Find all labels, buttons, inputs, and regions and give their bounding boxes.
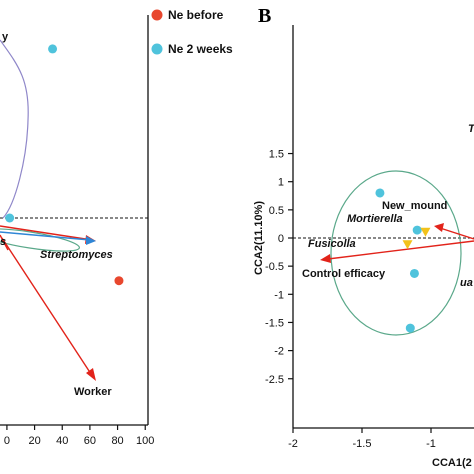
- label-mortierella: Mortierella: [347, 213, 403, 225]
- left-ellipse-green: [0, 228, 81, 252]
- label-streptomyces: Streptomyces: [40, 249, 113, 261]
- arrow-blue-head: [86, 236, 96, 245]
- legend-label-ne-2-weeks: Ne 2 weeks: [168, 42, 233, 56]
- left-x-tick-label: 60: [84, 435, 96, 447]
- right-y-tick-label: -1: [274, 289, 284, 301]
- left-points: [5, 44, 124, 286]
- label-edge-top: y: [2, 31, 9, 43]
- right-y-tick-label: -0.5: [265, 261, 284, 273]
- label-new-mound: New_mound: [382, 200, 447, 212]
- left-data-point: [114, 276, 124, 286]
- panel-right: B 1.510.50-0.5-1-1.5-2-2.5 -2-1.5-1-0.5 …: [253, 5, 474, 469]
- left-data-point: [5, 213, 15, 223]
- arrow-streptomyces: [0, 225, 93, 241]
- label-edge-t: T: [468, 123, 474, 135]
- right-genus-marker: [402, 240, 413, 250]
- arrow-worker: [1, 237, 94, 378]
- right-y-tick-label: 0: [278, 233, 284, 245]
- right-y-tick-label: 1: [278, 177, 284, 189]
- label-fusicolla: Fusicolla: [308, 238, 356, 250]
- right-y-tick-label: 0.5: [269, 205, 284, 217]
- left-ellipse-purple: [0, 39, 29, 219]
- arrow-new-mound: [439, 227, 474, 240]
- right-y-tick-label: 1.5: [269, 149, 284, 161]
- right-x-tick-label: -1.5: [353, 438, 372, 450]
- left-x-ticks: 0 20 40 60 80 100: [4, 425, 154, 447]
- right-data-point: [375, 188, 385, 198]
- arrow-blue: [0, 231, 91, 241]
- panel-letter-b: B: [258, 5, 271, 27]
- label-edge-ua: ua: [460, 277, 473, 289]
- arrow-short: [0, 234, 9, 251]
- right-points: [375, 188, 431, 333]
- legend-marker-ne-2-weeks: [151, 43, 163, 55]
- left-x-tick-label: 100: [136, 435, 154, 447]
- legend: Ne before Ne 2 weeks: [151, 8, 233, 56]
- left-arrows: [0, 225, 96, 381]
- label-s: s: [0, 236, 6, 248]
- right-x-axis-title: CCA1(2: [432, 457, 472, 469]
- right-data-point: [412, 225, 422, 235]
- right-y-tick-label: -2.5: [265, 374, 284, 386]
- left-x-tick-label: 20: [28, 435, 40, 447]
- right-y-tick-label: -1.5: [265, 317, 284, 329]
- legend-label-ne-before: Ne before: [168, 8, 224, 22]
- right-data-point: [405, 323, 415, 333]
- right-x-tick-label: -1: [426, 438, 436, 450]
- label-control-efficacy: Control efficacy: [302, 268, 386, 280]
- left-x-tick-label: 0: [4, 435, 10, 447]
- arrow-new-mound-head: [434, 223, 444, 232]
- right-genus-marker: [420, 227, 431, 237]
- right-ellipse-green: [330, 170, 462, 336]
- label-worker: Worker: [74, 386, 112, 398]
- right-x-ticks: -2-1.5-1-0.5: [288, 428, 436, 450]
- left-x-tick-label: 80: [111, 435, 123, 447]
- left-data-point: [48, 44, 58, 54]
- panel-left: 0 20 40 60 80 100 Streptomyces Worker s y Ne …: [0, 8, 233, 447]
- right-y-tick-label: -2: [274, 346, 284, 358]
- right-x-tick-label: -2: [288, 438, 298, 450]
- arrow-worker-head: [86, 368, 96, 381]
- right-y-ticks: 1.5 1 0.5 0 -0.5 -1 -1.5 -2 -2.5: [265, 149, 293, 386]
- legend-marker-ne-before: [151, 9, 163, 21]
- arrow-control-efficacy-head: [320, 254, 331, 263]
- arrow-control-efficacy: [327, 240, 474, 260]
- right-y-axis-title: CCA2(11.10%): [253, 201, 265, 275]
- left-x-tick-label: 40: [56, 435, 68, 447]
- right-data-point: [409, 268, 419, 278]
